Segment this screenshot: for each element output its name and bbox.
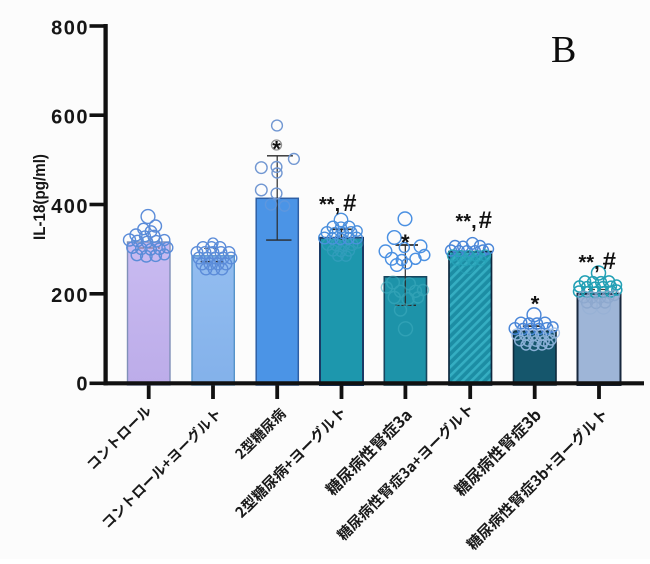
- svg-text:800: 800: [51, 17, 89, 39]
- svg-text:IL-18(pg/ml): IL-18(pg/ml): [30, 154, 49, 240]
- svg-text:0: 0: [76, 373, 89, 395]
- svg-text:200: 200: [51, 285, 89, 307]
- svg-text:**,#: **,#: [579, 248, 616, 275]
- svg-text:B: B: [551, 29, 576, 71]
- svg-text:**,#: **,#: [319, 190, 356, 217]
- svg-text:600: 600: [51, 107, 89, 129]
- svg-text:*: *: [401, 230, 410, 255]
- svg-text:**,#: **,#: [456, 207, 492, 234]
- svg-text:*: *: [272, 136, 281, 161]
- svg-text:*: *: [531, 292, 540, 317]
- svg-text:400: 400: [51, 196, 89, 218]
